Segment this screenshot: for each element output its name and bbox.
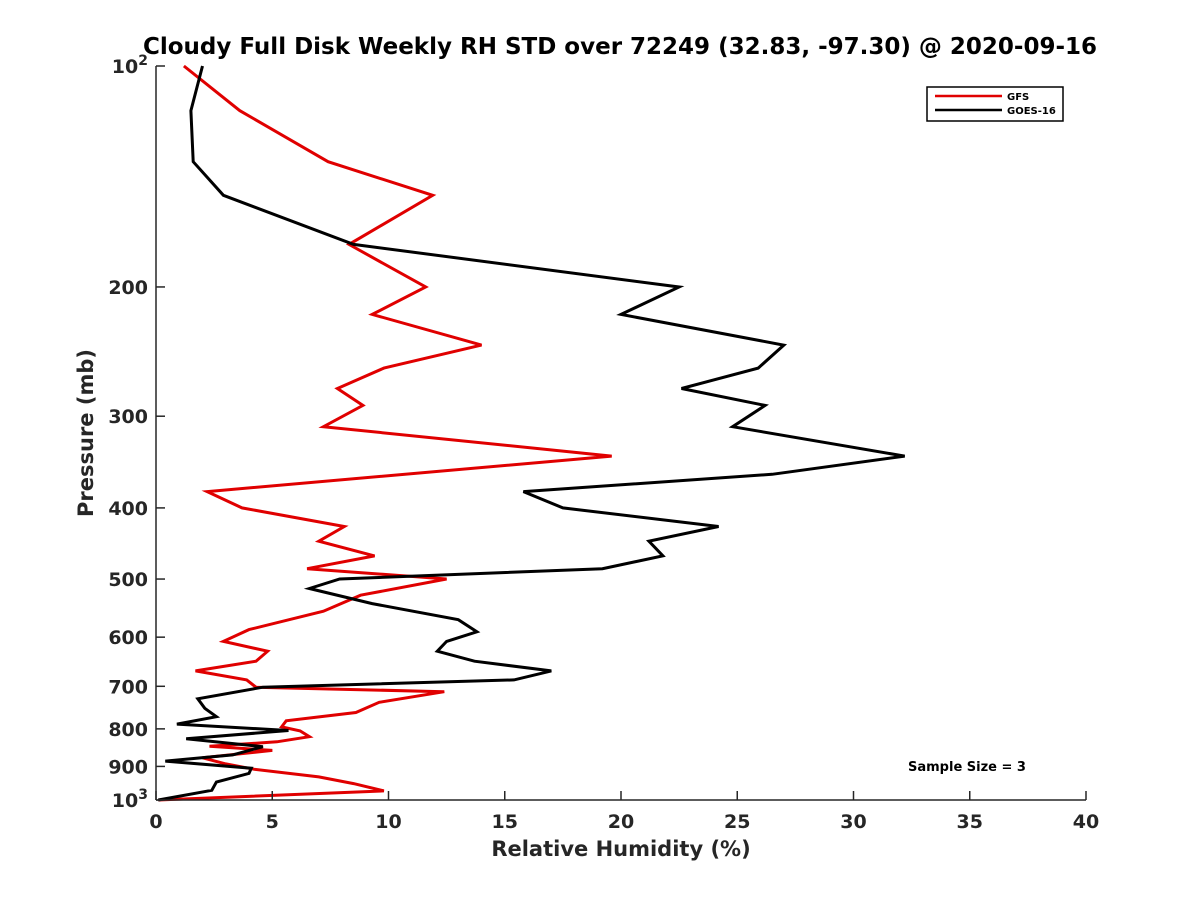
x-tick-label: 35: [957, 811, 983, 833]
y-tick-label: 700: [108, 676, 148, 698]
y-axis-label: Pressure (mb): [74, 349, 98, 517]
x-tick-label: 10: [375, 811, 401, 833]
y-tick-label: 102: [112, 53, 148, 78]
y-tick-label: 600: [108, 627, 148, 649]
y-tick-label: 800: [108, 719, 148, 741]
y-tick-label: 900: [108, 756, 148, 778]
x-tick-label: 40: [1073, 811, 1099, 833]
x-tick-label: 30: [840, 811, 866, 833]
x-tick-label: 20: [608, 811, 634, 833]
y-tick-label: 300: [108, 406, 148, 428]
legend-label-goes-16: GOES-16: [1007, 106, 1056, 117]
sample-size-annotation: Sample Size = 3: [908, 760, 1026, 775]
legend-label-gfs: GFS: [1007, 92, 1029, 103]
x-axis-label: Relative Humidity (%): [491, 837, 750, 861]
x-tick-group: 0 5 10 15 20 25 30 35 40: [149, 791, 1099, 833]
series-line-gfs: [158, 64, 612, 802]
x-tick-label: 15: [492, 811, 518, 833]
x-tick-label: 25: [724, 811, 750, 833]
y-tick-label: 200: [108, 277, 148, 299]
y-tick-label: 103: [112, 787, 148, 812]
legend-box: [926, 86, 1064, 122]
x-tick-label: 0: [149, 811, 162, 833]
x-tick-label: 5: [266, 811, 279, 833]
series-layer: [158, 64, 905, 802]
y-tick-label: 400: [108, 498, 148, 520]
y-tick-label: 500: [108, 569, 148, 591]
y-tick-group: 102 200 300 400 500 600 700 800 900 103: [108, 53, 165, 812]
chart-title: Cloudy Full Disk Weekly RH STD over 7224…: [143, 34, 1097, 60]
series-line-goes-16: [158, 65, 905, 802]
legend: GFS GOES-16: [926, 86, 1064, 122]
